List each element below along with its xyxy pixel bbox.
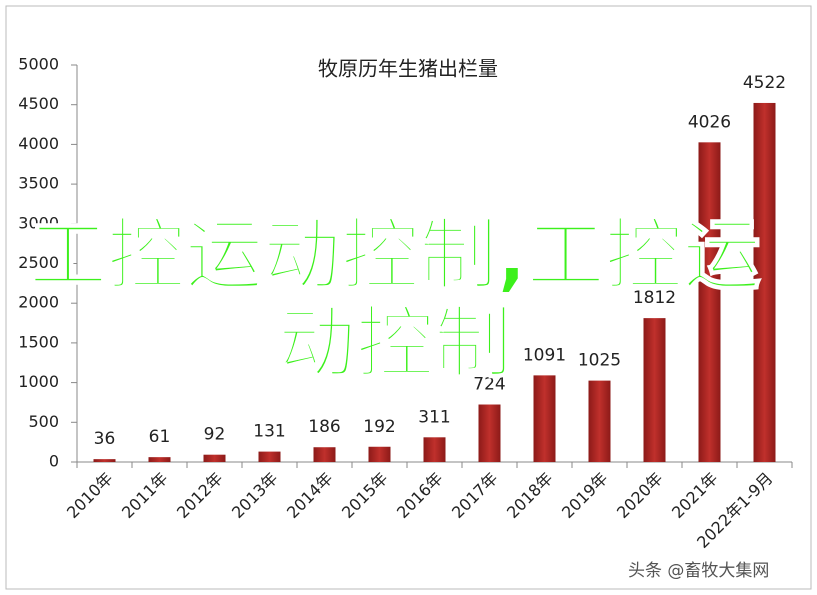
value-label: 36 (94, 429, 116, 449)
bar (423, 437, 446, 462)
value-label: 186 (308, 417, 340, 437)
y-tick-label: 1500 (18, 332, 59, 351)
bar (478, 404, 501, 462)
bar (368, 446, 391, 462)
bar (698, 142, 721, 462)
watermark: 头条 @畜牧大集网 (628, 561, 770, 581)
bar (643, 318, 666, 462)
value-label: 4522 (743, 73, 786, 93)
y-tick-label: 500 (28, 412, 59, 431)
y-tick-label: 5000 (18, 55, 59, 74)
y-tick-label: 2500 (18, 253, 59, 272)
value-label: 192 (363, 417, 395, 437)
chart-title: 牧原历年生猪出栏量 (318, 57, 498, 81)
overlay-text: 工控运动控制,工控运动控制 (28, 211, 762, 389)
value-label: 1812 (633, 288, 676, 308)
value-label: 724 (473, 375, 505, 395)
y-tick-label: 4000 (18, 134, 59, 153)
value-label: 311 (418, 407, 450, 427)
bar (588, 380, 611, 462)
y-tick-label: 1000 (18, 372, 59, 391)
bar (148, 457, 171, 462)
y-tick-label: 3000 (18, 213, 59, 232)
bar (93, 459, 116, 462)
bar (313, 447, 336, 462)
bar (258, 451, 281, 462)
value-label: 131 (253, 422, 285, 442)
value-label: 4026 (688, 112, 731, 132)
value-label: 1091 (523, 345, 566, 365)
value-label: 92 (204, 425, 226, 445)
value-label: 61 (149, 427, 171, 447)
chart-border (5, 5, 812, 590)
bar (753, 102, 776, 463)
y-tick-label: 4500 (18, 94, 59, 113)
y-tick-label: 0 (49, 452, 59, 471)
bar (533, 375, 556, 462)
bar (203, 454, 226, 462)
y-tick-label: 3500 (18, 174, 59, 193)
y-tick-label: 2000 (18, 293, 59, 312)
value-label: 1025 (578, 351, 621, 371)
